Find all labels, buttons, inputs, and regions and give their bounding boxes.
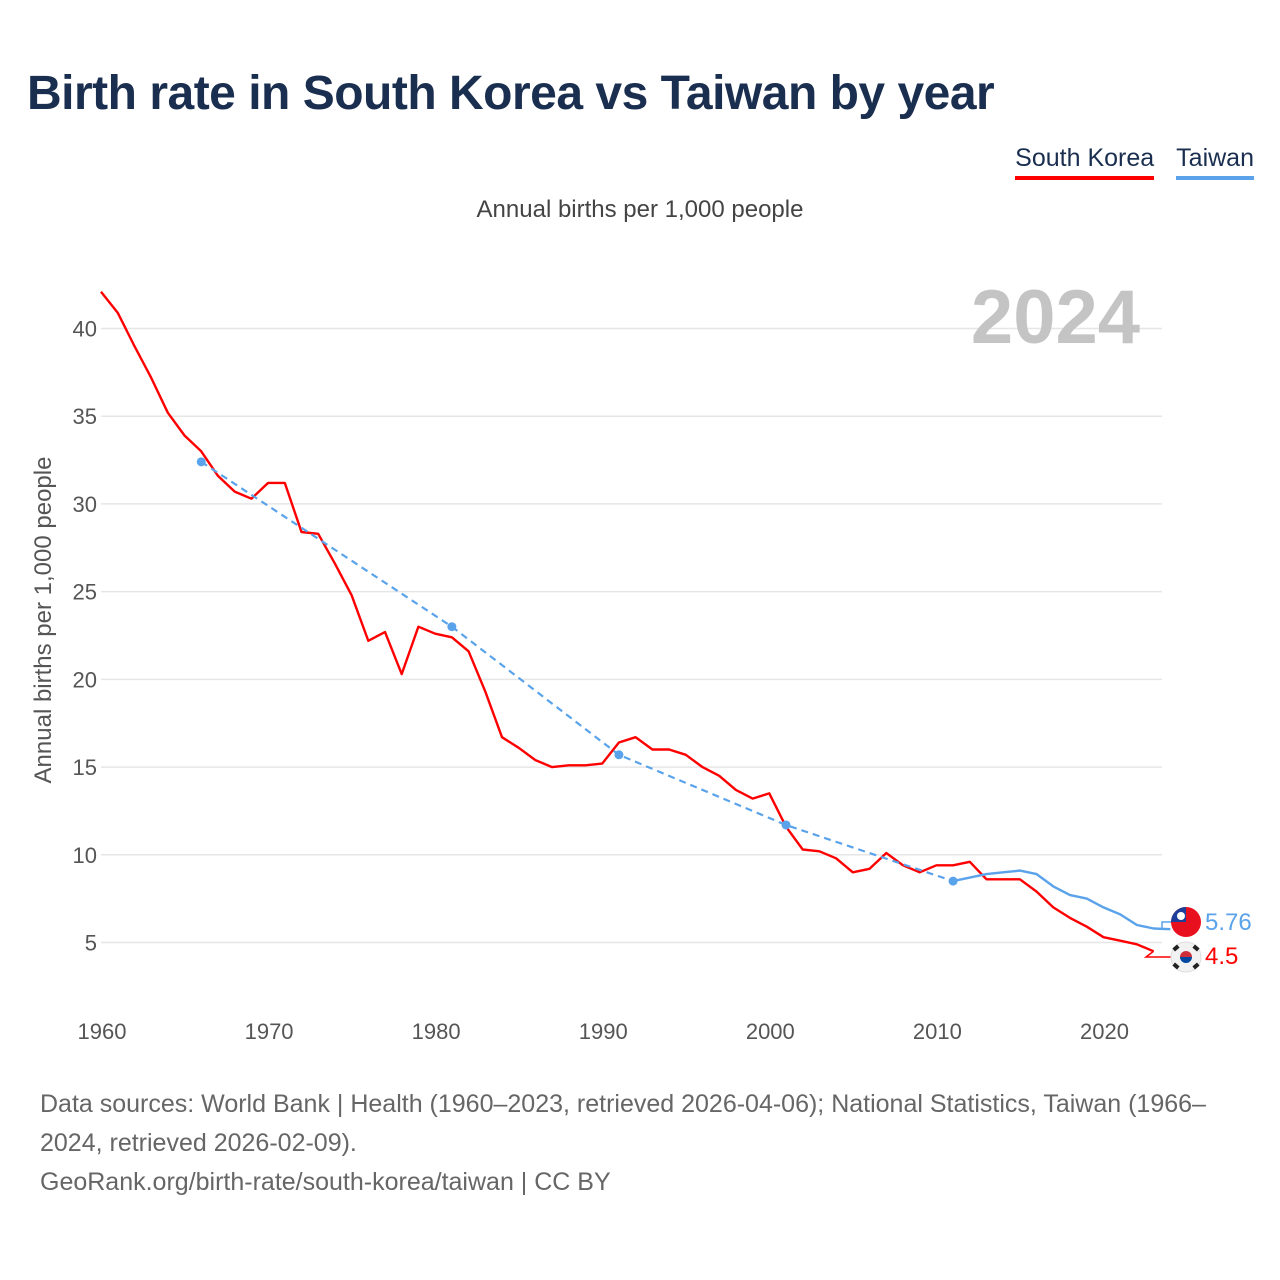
x-tick-label-1980: 1980 — [412, 1019, 461, 1044]
end-labels: 5.76 4.5 — [1143, 907, 1252, 973]
x-tick-label-1960: 1960 — [78, 1019, 127, 1044]
series-line-taiwan-interpolated[interactable] — [200, 460, 954, 883]
x-axis-ticks: 1960 1970 1980 1990 2000 2010 2020 — [78, 1019, 1129, 1044]
y-axis-ticks: 5 10 15 20 25 30 35 40 — [73, 317, 97, 956]
current-year-watermark: 2024 — [971, 275, 1140, 360]
line-chart: 2024 5 10 15 20 25 30 35 40 1960 1970 1980 1990 200… — [30, 275, 1252, 1044]
page-title: Birth rate in South Korea vs Taiwan by y… — [27, 67, 995, 120]
south-korea-end-value: 4.5 — [1205, 943, 1238, 970]
series-line-south-korea[interactable] — [100, 290, 1155, 953]
y-tick-label-35: 35 — [73, 404, 97, 429]
data-sources-note: Data sources: World Bank | Health (1960–… — [40, 1090, 1206, 1157]
series-points — [196, 457, 958, 886]
footer: Data sources: World Bank | Health (1960–… — [40, 1085, 1250, 1202]
grid-lines — [101, 327, 1162, 944]
x-tick-label-2010: 2010 — [913, 1019, 962, 1044]
south-korea-flag-icon — [1170, 941, 1202, 973]
x-tick-label-1970: 1970 — [245, 1019, 294, 1044]
x-tick-label-1990: 1990 — [579, 1019, 628, 1044]
south-korea-leader-line — [1143, 950, 1172, 958]
x-tick-label-2000: 2000 — [746, 1019, 795, 1044]
taiwan-flag-icon — [1171, 907, 1201, 937]
y-tick-label-30: 30 — [73, 492, 97, 517]
taiwan-end-value: 5.76 — [1205, 909, 1252, 936]
y-tick-label-10: 10 — [73, 843, 97, 868]
legend: South Korea Taiwan — [1015, 144, 1254, 180]
legend-item-taiwan[interactable]: Taiwan — [1176, 144, 1254, 180]
data-point-taiwan-1966[interactable] — [196, 457, 206, 467]
data-point-taiwan-1991[interactable] — [614, 750, 624, 760]
chart-subtitle: Annual births per 1,000 people — [476, 196, 804, 223]
data-point-taiwan-2001[interactable] — [781, 820, 791, 830]
series-lines — [100, 290, 1171, 953]
y-tick-label-25: 25 — [73, 580, 97, 605]
y-tick-label-20: 20 — [73, 667, 97, 692]
data-point-taiwan-1981[interactable] — [447, 622, 457, 632]
data-point-taiwan-2011[interactable] — [948, 876, 958, 886]
y-axis-title: Annual births per 1,000 people — [30, 457, 57, 784]
legend-item-south-korea[interactable]: South Korea — [1015, 144, 1155, 180]
y-tick-label-15: 15 — [73, 755, 97, 780]
taiwan-leader-line — [1161, 921, 1172, 930]
x-tick-label-2020: 2020 — [1080, 1019, 1129, 1044]
series-line-taiwan[interactable] — [952, 869, 1171, 931]
y-tick-label-5: 5 — [85, 931, 97, 956]
attribution-link[interactable]: GeoRank.org/birth-rate/south-korea/taiwa… — [40, 1168, 611, 1196]
y-tick-label-40: 40 — [73, 317, 97, 342]
